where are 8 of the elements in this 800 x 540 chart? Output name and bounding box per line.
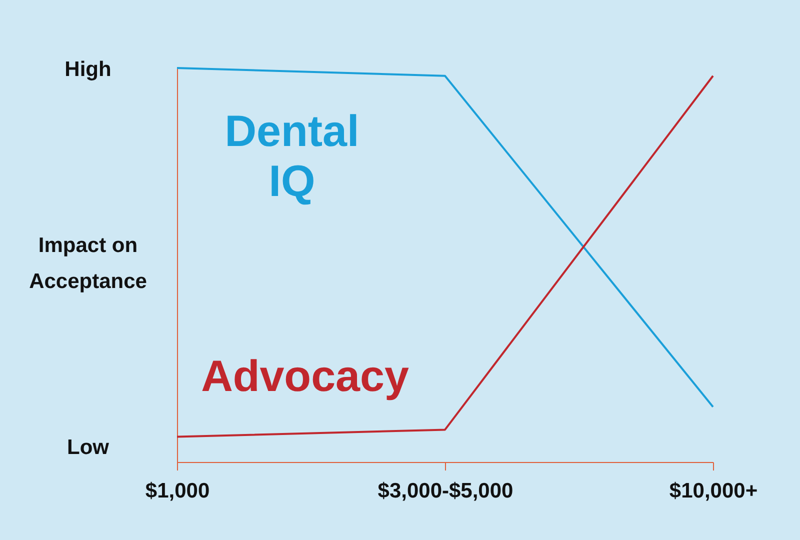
x-tick-label: $10,000+ [669, 480, 758, 502]
series-label: Dental IQ [224, 107, 360, 206]
text: Low [67, 436, 110, 459]
text: High [64, 58, 112, 81]
x-tick-label: $1,000 [145, 480, 210, 502]
series-label: Advocacy [201, 352, 410, 401]
y-axis-title: Impact on Acceptance [29, 234, 147, 293]
x-tick-label: $3,000-$5,000 [378, 480, 514, 502]
